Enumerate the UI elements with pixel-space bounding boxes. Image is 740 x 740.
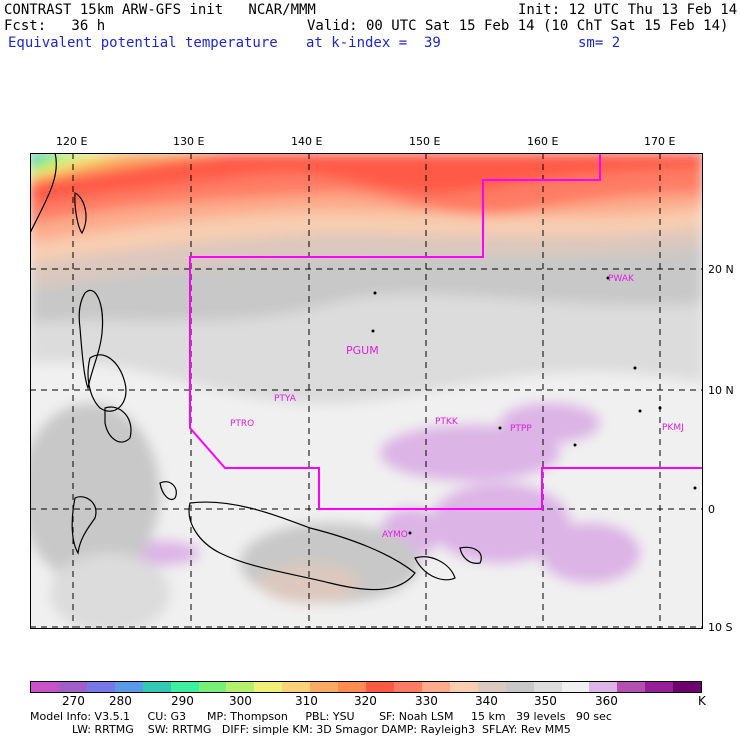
lon-label-120: 120 E [56,135,88,148]
lon-label-150: 150 E [409,135,441,148]
colorbar-label-6: 330 [415,694,438,708]
colorbar-swatch-23 [673,682,702,692]
lat-label-0: 0 [708,503,715,516]
station-pgum: PGUM [346,344,379,357]
new-guinea-coast [188,501,416,591]
colorbar-swatch-14 [421,682,450,692]
colorbar-label-5: 320 [354,694,377,708]
colorbar-swatch-3 [114,682,143,692]
colorbar-swatch-9 [282,682,311,692]
colorbar-swatch-22 [645,682,674,692]
colorbar-swatch-4 [142,682,171,692]
colorbar-labels: 270 280 290 300 310 320 330 340 350 360 K [0,694,740,708]
station-ptya: PTYA [274,394,297,404]
valid-time: Valid: 00 UTC Sat 15 Feb 14 (10 ChT Sat … [307,18,729,34]
colorbar-label-10: K [698,694,706,708]
luzon-coast [78,289,104,391]
station-ptkk: PTKK [435,417,459,427]
lon-label-160: 160 E [527,135,559,148]
station-ptro: PTRO [230,419,254,429]
colorbar-swatch-16 [477,682,506,692]
colorbar-swatch-17 [505,682,534,692]
colorbar-swatch-7 [226,682,255,692]
lon-label-130: 130 E [173,135,205,148]
lon-label-140: 140 E [291,135,323,148]
colorbar-swatch-2 [86,682,115,692]
lat-label-10s: 10 S [708,621,733,634]
colorbar-swatch-18 [533,682,562,692]
colorbar-label-0: 270 [62,694,85,708]
colorbar-swatch-0 [31,682,59,692]
colorbar-swatch-21 [617,682,646,692]
region-boundary [189,153,703,510]
model-title: CONTRAST 15km ARW-GFS init NCAR/MMM [4,2,316,18]
init-time: Init: 12 UTC Thu 13 Feb 14 [518,2,738,18]
colorbar-label-7: 340 [475,694,498,708]
taiwan-coast [74,192,87,235]
colorbar-label-2: 290 [171,694,194,708]
station-ptpp: PTPP [510,424,532,434]
sulawesi-coast [71,496,97,555]
colorbar [30,681,702,693]
colorbar-swatch-15 [449,682,478,692]
colorbar-swatch-6 [198,682,227,692]
station-aymo: AYMO [382,530,408,540]
theta-e-map: PWAK PGUM PTYA PTRO PTKK PTPP PKMJ AYMO [30,153,703,629]
colorbar-swatch-11 [338,682,367,692]
colorbar-label-1: 280 [109,694,132,708]
halmahera-coast [159,481,177,501]
colorbar-swatch-8 [254,682,283,692]
colorbar-swatch-1 [58,682,87,692]
colorbar-label-3: 300 [229,694,252,708]
colorbar-swatch-13 [393,682,422,692]
model-info-line1: Model Info: V3.5.1 CU: G3 MP: Thompson P… [30,710,612,723]
mindanao-coast [104,406,132,443]
china-coast [30,153,57,234]
colorbar-swatch-12 [366,682,394,692]
colorbar-label-9: 360 [595,694,618,708]
lat-label-20n: 20 N [708,263,734,276]
colorbar-label-8: 350 [534,694,557,708]
station-pkmj: PKMJ [662,423,684,433]
colorbar-swatch-20 [589,682,618,692]
model-info-line2: LW: RRTMG SW: RRTMG DIFF: simple KM: 3D … [30,723,571,736]
lon-label-170: 170 E [644,135,676,148]
k-index: at k-index = 39 [306,35,441,51]
colorbar-swatch-19 [561,682,590,692]
colorbar-swatch-5 [170,682,199,692]
visayas-coast [87,354,127,412]
lat-label-10n: 10 N [708,384,734,397]
station-pwak: PWAK [608,274,635,284]
new-ireland-coast [459,546,482,564]
forecast-hour: Fcst: 36 h [4,18,106,34]
field-name: Equivalent potential temperature [8,35,278,51]
smoothing: sm= 2 [578,35,621,51]
colorbar-swatch-10 [310,682,339,692]
colorbar-label-4: 310 [295,694,318,708]
